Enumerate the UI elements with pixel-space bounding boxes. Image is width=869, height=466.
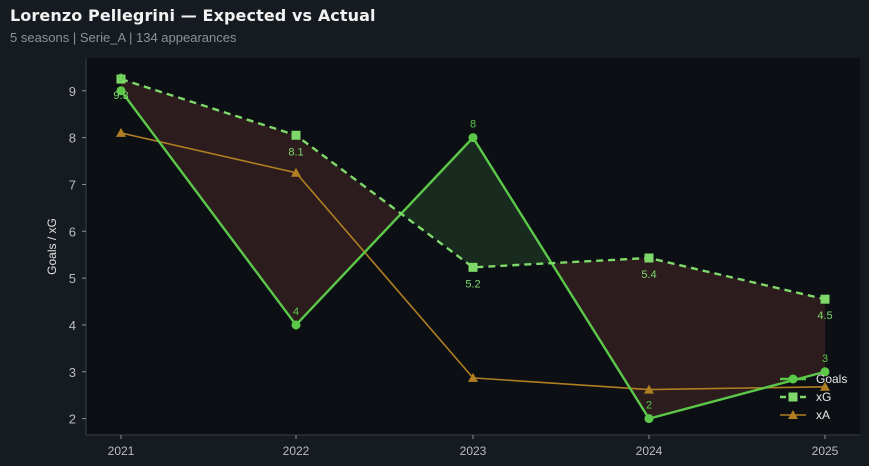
xg-point bbox=[820, 294, 830, 304]
goals-data-label: 3 bbox=[822, 353, 828, 365]
goals-point bbox=[291, 320, 301, 330]
y-tick-label: 8 bbox=[69, 131, 76, 146]
fill-region bbox=[121, 79, 296, 325]
xg-point bbox=[116, 74, 126, 84]
legend-label: Goals bbox=[816, 372, 847, 386]
y-tick-label: 5 bbox=[69, 271, 76, 286]
chart-title: Lorenzo Pellegrini — Expected vs Actual bbox=[10, 6, 376, 25]
xg-data-label: 8.1 bbox=[288, 146, 303, 158]
y-tick-label: 2 bbox=[69, 412, 76, 427]
legend-marker-triangle bbox=[788, 410, 798, 419]
legend-marker-square bbox=[788, 392, 798, 402]
y-tick-label: 4 bbox=[69, 318, 76, 333]
chart-subtitle: 5 seasons | Serie_A | 134 appearances bbox=[10, 30, 237, 45]
x-tick-label: 2021 bbox=[108, 444, 135, 458]
fill-region bbox=[401, 137, 473, 268]
fill-region bbox=[296, 135, 402, 325]
y-axis-label: Goals / xG bbox=[45, 218, 59, 275]
y-tick-label: 7 bbox=[69, 177, 76, 192]
goals-point bbox=[820, 367, 830, 377]
xg-data-label: 4.5 bbox=[817, 310, 832, 322]
xa-point bbox=[291, 167, 301, 177]
x-tick-label: 2024 bbox=[636, 444, 663, 458]
x-tick-label: 2023 bbox=[460, 444, 487, 458]
xa-point bbox=[468, 372, 478, 382]
xg-data-label: 9.3 bbox=[113, 90, 128, 102]
goals-data-label: 9 bbox=[118, 72, 124, 84]
series-line-xg bbox=[120, 77, 826, 301]
xg-point bbox=[644, 253, 654, 263]
xg-data-label: 5.4 bbox=[641, 269, 656, 281]
goals-data-label: 4 bbox=[293, 306, 299, 318]
legend: Goals xG xA bbox=[780, 372, 847, 422]
x-tick-label: 2022 bbox=[283, 444, 310, 458]
xa-point bbox=[644, 384, 654, 394]
goals-point bbox=[468, 133, 478, 143]
y-tick-label: 9 bbox=[69, 84, 76, 99]
legend-marker-circle bbox=[788, 374, 798, 384]
xa-point bbox=[820, 381, 830, 391]
legend-label: xA bbox=[816, 408, 830, 422]
x-tick-label: 2025 bbox=[812, 444, 839, 458]
xg-point bbox=[468, 262, 478, 272]
goals-data-label: 8 bbox=[470, 119, 476, 131]
legend-label: xG bbox=[816, 390, 831, 404]
xg-point bbox=[291, 130, 301, 140]
goals-data-label: 2 bbox=[646, 400, 652, 412]
y-tick-label: 3 bbox=[69, 365, 76, 380]
xg-data-label: 5.2 bbox=[465, 278, 480, 290]
goals-point bbox=[644, 414, 654, 424]
y-tick-label: 6 bbox=[69, 224, 76, 239]
goals-point bbox=[116, 86, 126, 96]
xa-point bbox=[116, 127, 126, 137]
